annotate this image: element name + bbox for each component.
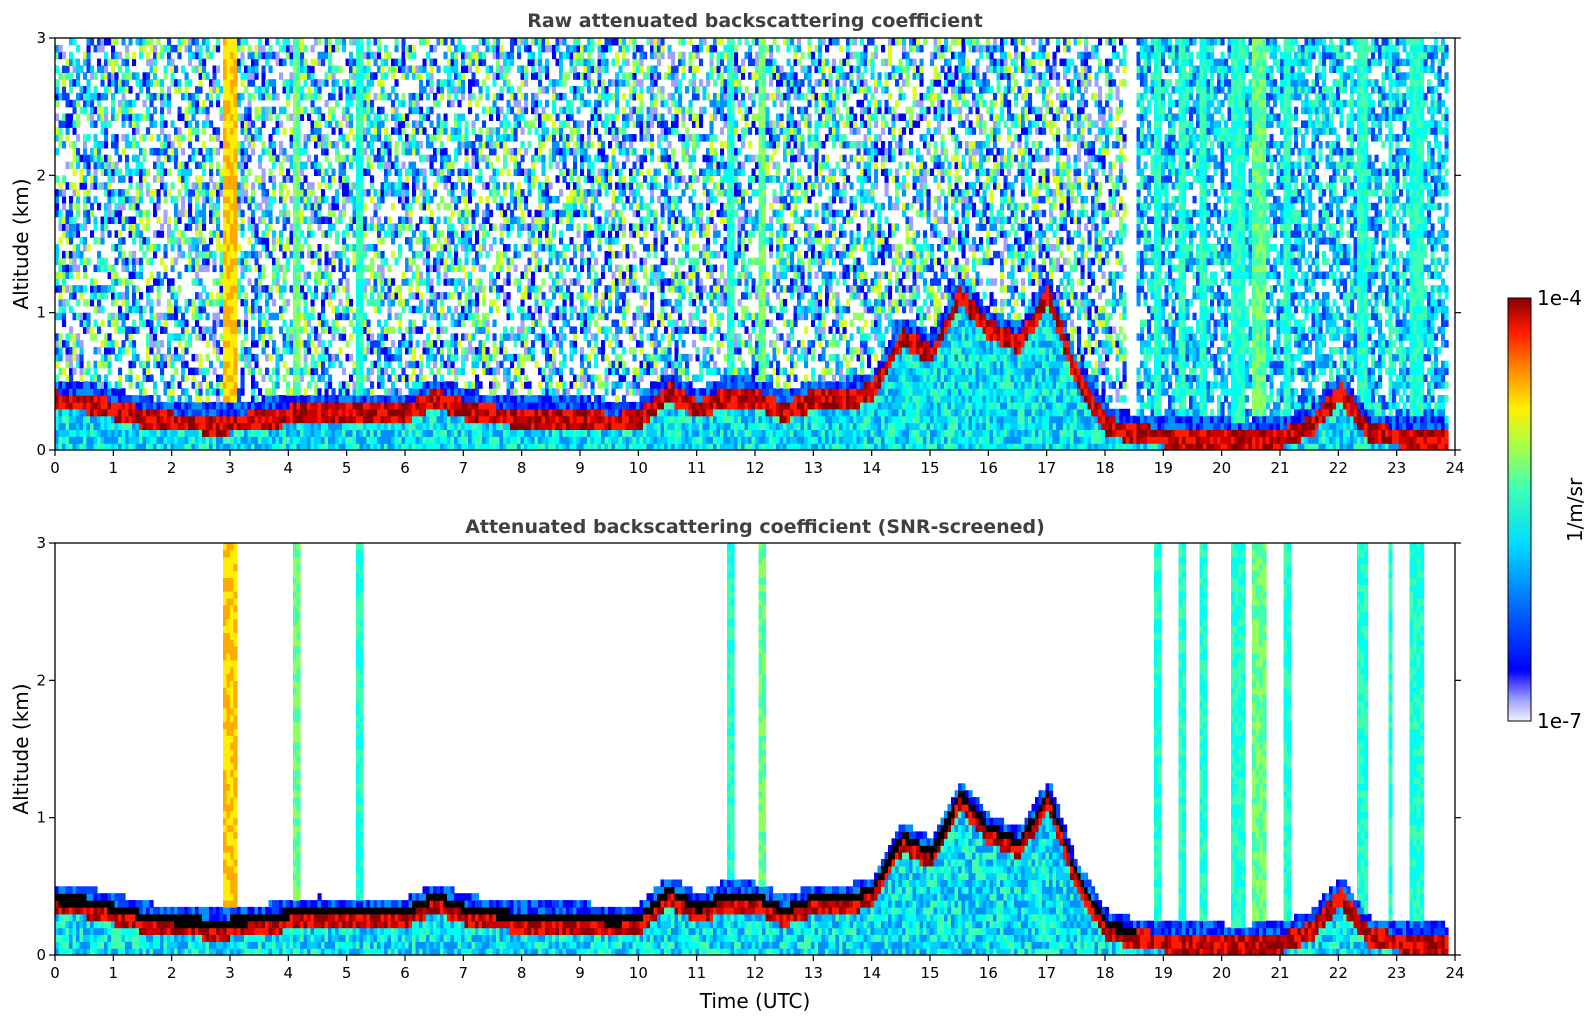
x-tick-label: 14 [862,964,881,982]
y-tick-label: 2 [36,166,46,184]
x-tick-label: 13 [804,964,823,982]
y-ticks: 0 1 2 3 [36,29,1461,459]
x-tick-label: 19 [1154,459,1173,477]
x-tick-label: 6 [400,964,410,982]
x-tick-label: 11 [687,964,706,982]
raw-backscatter-panel: Raw attenuated backscattering coefficien… [9,10,1465,477]
x-tick-label: 20 [1212,964,1231,982]
x-tick-label: 4 [284,964,294,982]
y-tick-label: 0 [36,946,46,964]
x-tick-label: 16 [979,964,998,982]
x-tick-label: 24 [1445,459,1464,477]
x-tick-label: 2 [167,459,177,477]
colorbar-gradient [1507,297,1532,722]
x-ticks: 0 1 2 3 4 5 6 7 8 9 10 11 12 13 14 15 16 17 18 19 20 21 22 23 24 [50,955,1465,982]
x-ticks: 0 1 2 3 4 5 6 7 8 9 10 11 12 13 14 15 16 17 18 19 20 21 22 23 24 [50,450,1465,477]
x-tick-label: 9 [575,459,585,477]
x-tick-label: 1 [109,459,119,477]
x-tick-label: 7 [459,459,469,477]
panel-title: Raw attenuated backscattering coefficien… [527,10,983,32]
x-tick-label: 23 [1387,964,1406,982]
y-axis-label: Altitude (km) [9,178,33,309]
x-tick-label: 18 [1095,964,1114,982]
y-ticks: 0 1 2 3 [36,534,1461,964]
panel-title: Attenuated backscattering coefficient (S… [465,516,1045,538]
x-axis-label: Time (UTC) [699,989,811,1013]
x-tick-label: 15 [920,459,939,477]
x-tick-label: 15 [920,964,939,982]
colorbar-max-label: 1e-4 [1537,286,1582,310]
x-tick-label: 7 [459,964,469,982]
x-tick-label: 3 [225,459,235,477]
x-tick-label: 2 [167,964,177,982]
x-tick-label: 10 [629,459,648,477]
x-tick-label: 20 [1212,459,1231,477]
x-tick-label: 17 [1037,459,1056,477]
x-tick-label: 24 [1445,964,1464,982]
x-tick-label: 22 [1329,964,1348,982]
x-tick-label: 3 [225,964,235,982]
backscatter-heatmap [55,543,1449,955]
x-tick-label: 19 [1154,964,1173,982]
y-tick-label: 3 [36,534,46,552]
x-tick-label: 11 [687,459,706,477]
y-tick-label: 2 [36,671,46,689]
x-tick-label: 8 [517,459,527,477]
x-tick-label: 13 [804,459,823,477]
x-tick-label: 12 [745,964,764,982]
x-tick-label: 22 [1329,459,1348,477]
x-tick-label: 4 [284,459,294,477]
x-tick-label: 16 [979,459,998,477]
x-tick-label: 21 [1270,964,1289,982]
x-tick-label: 1 [109,964,119,982]
y-tick-label: 3 [36,29,46,47]
colorbar-units-label: 1/m/sr [1563,477,1587,542]
x-tick-label: 9 [575,964,585,982]
x-tick-label: 8 [517,964,527,982]
y-tick-label: 0 [36,441,46,459]
colorbar-min-label: 1e-7 [1537,709,1582,733]
y-tick-label: 1 [36,809,46,827]
x-tick-label: 21 [1270,459,1289,477]
backscatter-heatmap [55,38,1449,450]
x-tick-label: 0 [50,964,60,982]
x-tick-label: 12 [745,459,764,477]
x-tick-label: 23 [1387,459,1406,477]
x-tick-label: 5 [342,459,352,477]
y-tick-label: 1 [36,304,46,322]
x-tick-label: 18 [1095,459,1114,477]
x-tick-label: 0 [50,459,60,477]
x-tick-label: 14 [862,459,881,477]
x-tick-label: 6 [400,459,410,477]
y-axis-label: Altitude (km) [9,683,33,814]
colorbar: 1e-4 1e-7 1/m/sr [1507,286,1587,733]
x-tick-label: 17 [1037,964,1056,982]
x-tick-label: 10 [629,964,648,982]
snr-screened-panel: Attenuated backscattering coefficient (S… [9,516,1465,1013]
x-tick-label: 5 [342,964,352,982]
